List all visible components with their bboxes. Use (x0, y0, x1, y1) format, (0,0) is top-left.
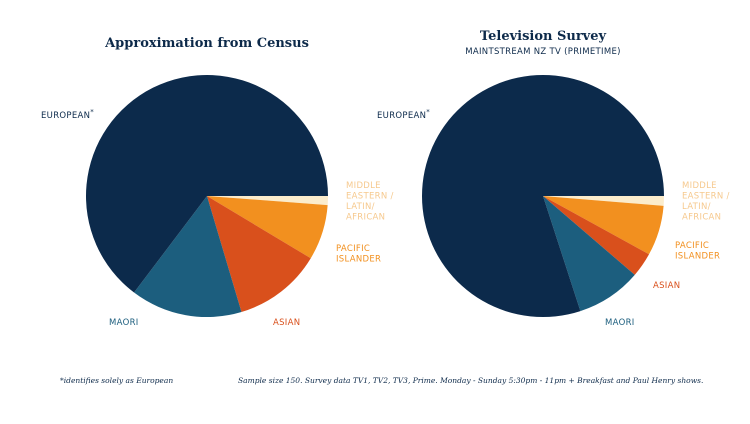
census-slice-mela (207, 196, 328, 206)
survey-slice-pacific (543, 196, 664, 255)
survey-chart-subtitle: MAINTSTREAM NZ TV (PRIMETIME) (465, 47, 621, 57)
census-slice-maori (134, 196, 242, 317)
census-label-asian: ASIAN (273, 318, 300, 328)
survey-label-maori: MAORI (605, 318, 635, 328)
survey-label-asian: ASIAN (653, 281, 680, 291)
sample-footnote: Sample size 150. Survey data TV1, TV2, T… (238, 376, 703, 385)
census-slice-asian (207, 196, 311, 312)
census-slice-pacific (207, 196, 328, 259)
census-slice-european (86, 74, 328, 293)
survey-label-mela: MIDDLE EASTERN / LATIN/AFRICAN (682, 181, 730, 223)
survey-slice-maori (543, 196, 635, 312)
census-label-mela: MIDDLE EASTERN / LATIN/AFRICAN (346, 181, 394, 223)
census-pie-labels: MIDDLE EASTERN / LATIN/AFRICAN PACIFIC ISLAN… (41, 108, 394, 328)
survey-pie (421, 74, 664, 317)
census-chart-title: Approximation from Census (104, 36, 309, 51)
census-label-pacific: PACIFIC ISLANDER (336, 244, 381, 265)
survey-slice-european (421, 74, 664, 317)
census-label-european: EUROPEAN* (41, 108, 94, 121)
survey-slice-asian (543, 196, 650, 275)
census-label-maori: MAORI (109, 318, 139, 328)
survey-pie-labels: MIDDLE EASTERN / LATIN/AFRICAN PACIFIC ISLAN… (377, 108, 730, 328)
survey-label-european: EUROPEAN* (377, 108, 430, 121)
survey-slice-mela (543, 196, 664, 206)
census-pie (86, 74, 328, 317)
survey-label-pacific: PACIFIC ISLANDER (675, 241, 720, 262)
survey-chart-title: Television Survey (480, 29, 607, 44)
asterisk-footnote: *identifies solely as European (60, 376, 173, 385)
